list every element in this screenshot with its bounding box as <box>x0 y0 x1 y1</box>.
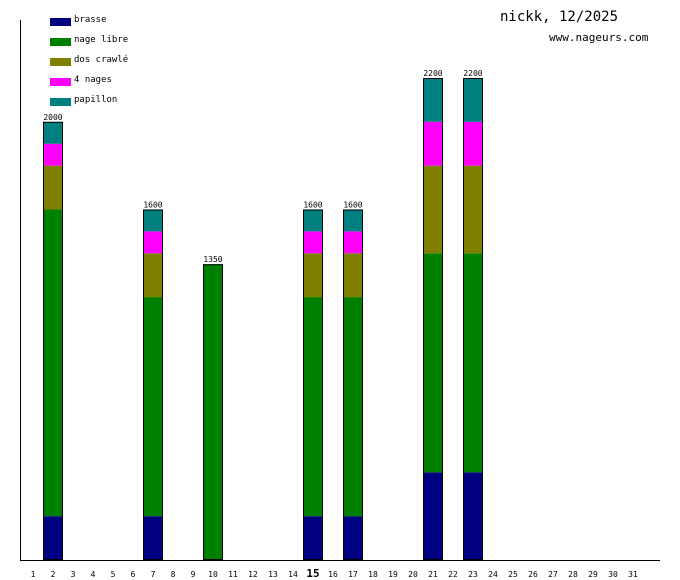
bar-segment <box>343 231 363 254</box>
x-tick-label: 11 <box>228 570 238 579</box>
legend-swatch-nage-libre <box>50 38 71 46</box>
x-tick-label: 7 <box>151 570 156 579</box>
x-tick-labels-group: 1 2 3 4 5 6 7 8 9 10 11 12 13 14 15 16 17 18 19 20 21 22 23 24 2… <box>31 567 638 580</box>
x-tick-label: 12 <box>248 570 258 579</box>
bar-segment <box>43 143 63 166</box>
x-tick-label: 6 <box>131 570 136 579</box>
bar-segment <box>463 165 483 254</box>
bar-segment <box>303 209 323 232</box>
legend-label-dos-crawle: dos crawlé <box>74 55 129 65</box>
x-tick-label: 9 <box>191 570 196 579</box>
bar-segment <box>143 297 163 517</box>
bar-segment <box>43 121 63 144</box>
bar-outline <box>303 209 323 560</box>
legend-swatch-papillon <box>50 98 71 106</box>
bar-total-label: 1350 <box>203 255 222 264</box>
bar-segment <box>343 516 363 560</box>
x-tick-label: 19 <box>388 570 398 579</box>
bar-segment <box>463 78 483 122</box>
bar-total-label: 2200 <box>463 69 482 78</box>
bar-total-label: 1600 <box>303 200 322 209</box>
x-tick-label: 13 <box>268 570 278 579</box>
bar-segment <box>43 209 63 517</box>
legend-swatch-brasse <box>50 18 71 26</box>
bar-segment <box>423 472 443 560</box>
bar-segment <box>343 253 363 298</box>
bar-segment <box>303 253 323 298</box>
legend-label-brasse: brasse <box>74 15 107 25</box>
x-tick-label: 23 <box>468 570 478 579</box>
bar-total-label: 2000 <box>43 113 62 122</box>
x-tick-label: 26 <box>528 570 538 579</box>
bar-segment <box>303 516 323 560</box>
bars-group <box>43 78 483 561</box>
bar-segment <box>463 121 483 166</box>
bar-segment <box>423 253 443 473</box>
legend-label-nage-libre: nage libre <box>74 35 129 45</box>
x-tick-label: 3 <box>71 570 76 579</box>
x-tick-label: 29 <box>588 570 598 579</box>
bar-segment <box>143 231 163 254</box>
site-url: www.nageurs.com <box>549 31 649 44</box>
x-tick-label: 20 <box>408 570 418 579</box>
bar-segment <box>143 253 163 298</box>
x-tick-label: 21 <box>428 570 438 579</box>
bar-segment <box>303 231 323 254</box>
x-tick-label: 5 <box>111 570 116 579</box>
x-tick-label: 25 <box>508 570 518 579</box>
x-tick-label: 10 <box>208 570 218 579</box>
bar-outline <box>463 78 483 560</box>
bar-total-label: 1600 <box>143 200 162 209</box>
x-tick-label: 16 <box>328 570 338 579</box>
bar-segment <box>343 209 363 232</box>
bar-total-label: 2200 <box>423 69 442 78</box>
bar-segment <box>143 516 163 560</box>
x-tick-label: 15 <box>306 567 319 580</box>
bar-segment <box>343 297 363 517</box>
x-tick-label: 4 <box>91 570 96 579</box>
legend-label-4-nages: 4 nages <box>74 75 112 85</box>
bar-outline <box>43 121 63 561</box>
bar-segment <box>423 121 443 166</box>
x-tick-label: 8 <box>171 570 176 579</box>
x-tick-label: 27 <box>548 570 558 579</box>
total-labels-group: 2000 1600 1350 1600 1600 2200 2200 <box>43 69 482 264</box>
bar-segment <box>463 472 483 560</box>
x-tick-label: 31 <box>628 570 638 579</box>
x-tick-label: 30 <box>608 570 618 579</box>
bar-segment <box>463 253 483 473</box>
bar-segment <box>43 165 63 210</box>
bar-segment <box>43 516 63 560</box>
legend-swatch-dos-crawle <box>50 58 71 66</box>
bar-segment <box>423 165 443 254</box>
x-tick-label: 28 <box>568 570 578 579</box>
bar-segment <box>203 264 223 560</box>
bar-outline <box>343 209 363 560</box>
x-tick-label: 18 <box>368 570 378 579</box>
bar-segment <box>303 297 323 517</box>
x-tick-label: 17 <box>348 570 358 579</box>
x-tick-label: 24 <box>488 570 498 579</box>
legend-swatch-4-nages <box>50 78 71 86</box>
legend-label-papillon: papillon <box>74 95 118 105</box>
bar-segment <box>423 78 443 122</box>
bar-outline <box>203 264 223 560</box>
bar-outline <box>423 78 443 560</box>
bar-segment <box>143 209 163 232</box>
bar-outline <box>143 209 163 560</box>
x-tick-label: 1 <box>31 570 36 579</box>
x-tick-label: 2 <box>51 570 56 579</box>
chart-title: nickk, 12/2025 <box>500 9 619 25</box>
x-tick-label: 22 <box>448 570 458 579</box>
x-tick-label: 14 <box>288 570 298 579</box>
bar-total-label: 1600 <box>343 200 362 209</box>
